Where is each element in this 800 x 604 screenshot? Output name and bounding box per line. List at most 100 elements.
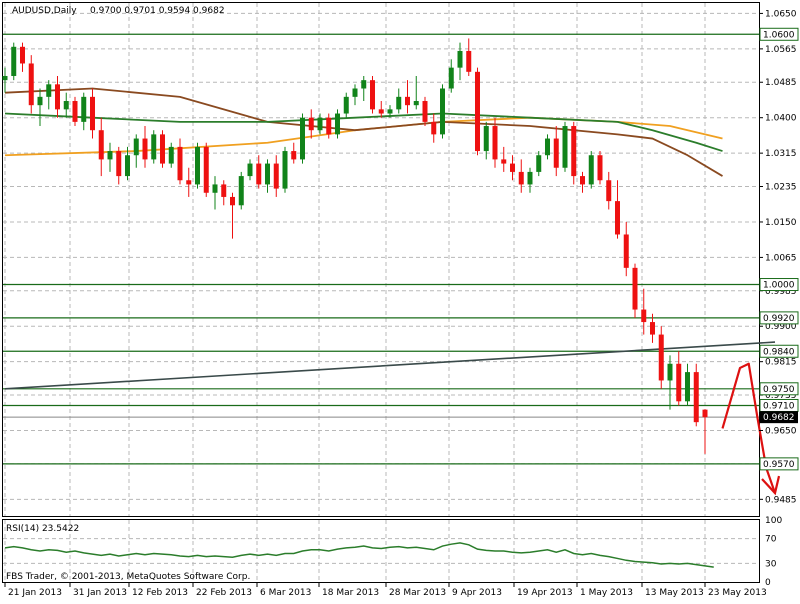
- y-tick-label: 0.9815: [765, 358, 797, 368]
- level-label: 0.9750: [763, 385, 795, 395]
- x-tick-label: 12 Feb 2013: [132, 588, 188, 598]
- candle-body: [676, 363, 682, 402]
- rsi-tick-label: 70: [765, 535, 777, 545]
- candle-body: [387, 109, 393, 114]
- candle-body: [685, 372, 690, 402]
- main-pane-frame: [2, 2, 760, 517]
- y-tick-label: 0.9735: [765, 391, 797, 401]
- x-tick-label: 22 Feb 2013: [196, 588, 252, 598]
- candle-body: [702, 409, 708, 418]
- candle-body: [291, 151, 297, 160]
- candle-body: [177, 146, 183, 181]
- candle-body: [457, 50, 463, 68]
- candle-body: [151, 134, 157, 160]
- candle-body: [527, 171, 533, 185]
- candle-body: [658, 334, 664, 381]
- candle-body: [571, 126, 577, 177]
- candle-body: [431, 121, 437, 135]
- candle-body: [116, 151, 122, 177]
- y-tick-label: 1.0065: [765, 253, 797, 263]
- candle-body: [413, 101, 419, 106]
- y-tick-label: 0.9485: [765, 495, 797, 505]
- level-label-box: [759, 278, 799, 292]
- y-tick-label: 1.0315: [765, 149, 797, 159]
- candle-body: [396, 96, 402, 110]
- candle-body: [632, 267, 638, 310]
- level-label-box: [759, 311, 799, 325]
- candle-body: [378, 109, 384, 114]
- candle-body: [308, 117, 314, 131]
- candle-body: [501, 159, 507, 164]
- candle-body: [20, 46, 25, 64]
- candle-body: [335, 113, 340, 135]
- candle-body: [545, 138, 550, 156]
- symbol-label: AUDUSD,Daily: [12, 6, 77, 16]
- candle-body: [11, 46, 17, 76]
- x-tick-label: 6 Mar 2013: [260, 588, 311, 598]
- y-tick-label: 1.0650: [765, 9, 797, 19]
- candle-body: [483, 126, 489, 152]
- rsi-title: RSI(14) 23.5422: [6, 524, 79, 534]
- candle-body: [2, 75, 8, 81]
- candle-body: [46, 84, 52, 97]
- candle-body: [422, 101, 428, 122]
- y-tick-label: 1.0485: [765, 78, 797, 88]
- candle-body: [553, 138, 559, 168]
- rsi-indicator: 100 70 30 0: [3, 516, 782, 588]
- level-label: 1.0600: [763, 30, 795, 40]
- candle-body: [317, 117, 323, 131]
- x-tick-label: 21 Jan 2013: [8, 588, 62, 598]
- candle-body: [370, 80, 375, 110]
- candle-body: [90, 96, 95, 131]
- level-label: 0.9710: [763, 401, 795, 411]
- x-tick-label: 31 Jan 2013: [73, 588, 127, 598]
- level-label: 0.9570: [763, 460, 795, 470]
- candle-body: [37, 96, 43, 106]
- x-tick-label: 23 May 2013: [708, 588, 767, 598]
- candle-body: [63, 101, 69, 110]
- x-tick-label: 28 Mar 2013: [389, 588, 446, 598]
- price-axis: 1.0650 1.0565 1.0485 1.0400 1.0315 1.0235 1.01…: [759, 9, 799, 505]
- annotations: [721, 362, 781, 496]
- candle-body: [247, 163, 253, 177]
- current-price-box: [760, 411, 798, 424]
- candle-body: [667, 363, 673, 381]
- candle-body: [168, 146, 174, 164]
- candles: [2, 38, 708, 454]
- candle-body: [623, 234, 629, 268]
- current-price-label: 0.9682: [763, 413, 795, 423]
- candle-body: [405, 96, 410, 106]
- x-tick-label: 1 May 2013: [580, 588, 633, 598]
- candle-body: [597, 155, 603, 181]
- x-tick-label: 9 Apr 2013: [452, 588, 502, 598]
- y-tick-label: 1.0235: [765, 183, 797, 193]
- rsi-tick-label: 0: [765, 578, 771, 588]
- candle-body: [562, 126, 568, 168]
- y-tick-label: 0.9985: [765, 287, 797, 297]
- candle-body: [650, 322, 655, 335]
- candle-body: [195, 146, 200, 185]
- rsi-pane-frame: [2, 519, 760, 583]
- trendline: [4, 341, 776, 390]
- candle-body: [81, 96, 87, 122]
- candle-body: [28, 63, 34, 106]
- x-tick-label: 18 Mar 2013: [322, 588, 379, 598]
- candle-body: [300, 117, 305, 160]
- candle-body: [256, 163, 262, 185]
- candle-body: [693, 372, 699, 423]
- level-label: 1.0000: [763, 281, 795, 291]
- candle-body: [133, 138, 139, 156]
- candle-body: [466, 50, 472, 72]
- candle-body: [125, 155, 130, 177]
- candle-body: [536, 155, 542, 172]
- level-label-box: [759, 344, 799, 358]
- copyright-text: FBS Trader, © 2001-2013, MetaQuotes Soft…: [6, 572, 250, 582]
- candle-body: [641, 309, 647, 323]
- level-label: 0.9920: [763, 314, 795, 324]
- moving-average-mid: [4, 87, 723, 177]
- candle-body: [326, 117, 332, 135]
- y-tick-label: 1.0150: [765, 218, 797, 228]
- candle-body: [186, 180, 192, 185]
- candle-body: [230, 196, 235, 206]
